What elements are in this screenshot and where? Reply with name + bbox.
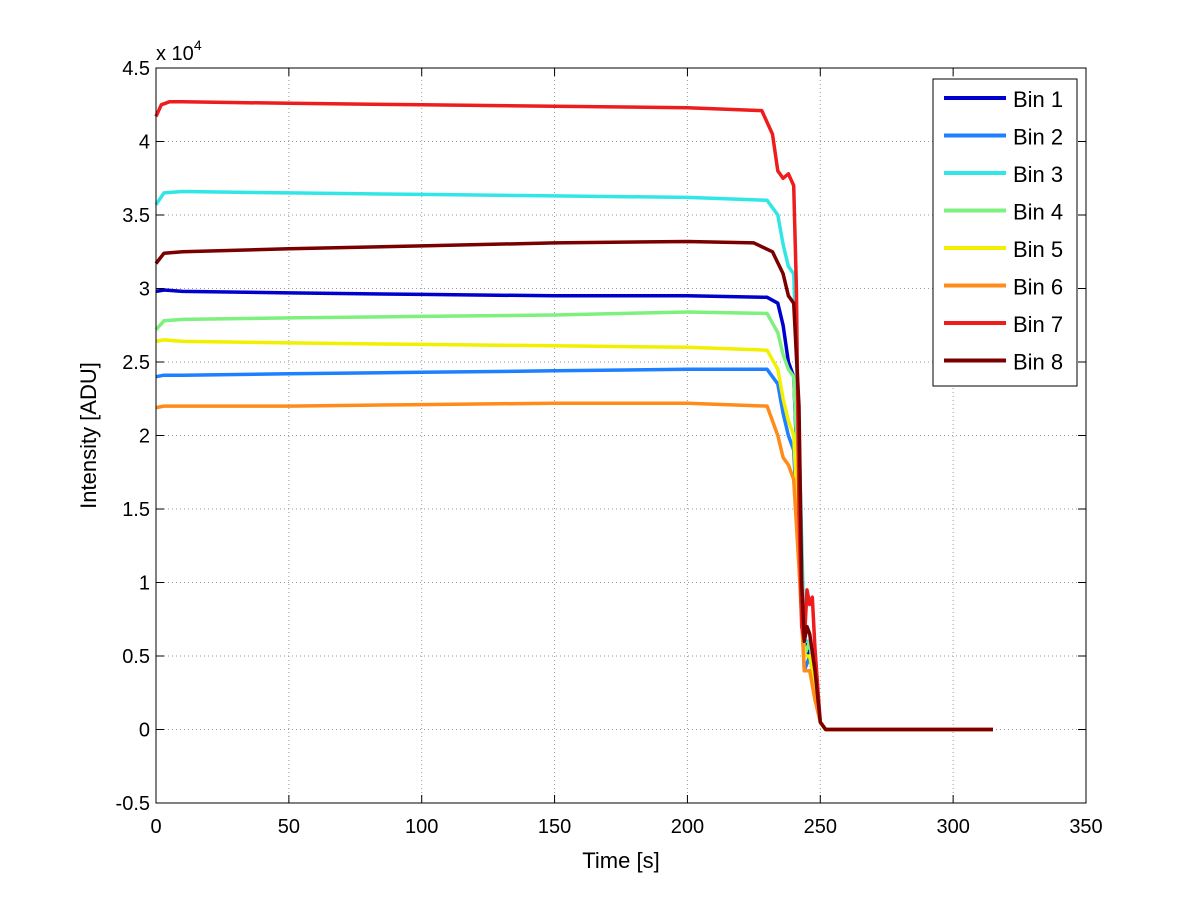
- grid: [156, 68, 1086, 803]
- legend-label: Bin 1: [1013, 87, 1063, 112]
- legend-label: Bin 4: [1013, 200, 1063, 225]
- y-axis-label: Intensity [ADU]: [76, 362, 101, 509]
- legend: Bin 1 Bin 2 Bin 3 Bin 4 Bin 5 Bin 6 Bin 7 Bin 8: [932, 78, 1078, 387]
- x-tick-label: 350: [1069, 816, 1102, 838]
- y-tick-label: 4.5: [122, 58, 150, 80]
- y-tick-label: 2.5: [122, 352, 150, 374]
- legend-label: Bin 8: [1013, 350, 1063, 375]
- y-tick-label: -0.5: [116, 793, 150, 815]
- series-line-bin-3: [154, 189, 993, 732]
- x-tick-label: 100: [405, 816, 438, 838]
- y-tick-label: 1: [139, 573, 150, 595]
- x-tick-label: 50: [278, 816, 300, 838]
- series-line-bin-6: [155, 401, 993, 732]
- legend-label: Bin 6: [1013, 275, 1063, 300]
- series-lines: [154, 100, 993, 732]
- y-axis-exponent: x 104: [156, 37, 202, 65]
- y-tick-label: 3: [139, 279, 150, 301]
- y-tick-label: 1.5: [122, 499, 150, 521]
- y-tick-label: 4: [139, 132, 150, 154]
- series-line-bin-7: [154, 100, 993, 732]
- legend-label: Bin 7: [1013, 312, 1063, 337]
- x-tick-label: 250: [804, 816, 837, 838]
- axes: 0 50 100 150 200 250 300 350-0.500.511.522.533.…: [116, 58, 1103, 838]
- x-tick-label: 200: [671, 816, 704, 838]
- series-line-bin-2: [155, 367, 993, 732]
- legend-box: [932, 78, 1078, 387]
- y-exponent-base: x 10: [156, 43, 194, 65]
- legend-label: Bin 5: [1013, 237, 1063, 262]
- legend-label: Bin 2: [1013, 125, 1063, 150]
- series-line-bin-1: [155, 288, 993, 732]
- y-tick-label: 2: [139, 426, 150, 448]
- y-tick-label: 0: [139, 720, 150, 742]
- series-line-bin-8: [154, 239, 993, 732]
- series-line-bin-5: [155, 338, 993, 732]
- x-tick-label: 300: [936, 816, 969, 838]
- legend-label: Bin 3: [1013, 162, 1063, 187]
- y-exponent-power: 4: [194, 37, 202, 53]
- y-tick-label: 0.5: [122, 646, 150, 668]
- x-axis-label: Time [s]: [582, 848, 659, 873]
- x-tick-label: 150: [538, 816, 571, 838]
- x-tick-label: 0: [150, 816, 161, 838]
- y-tick-label: 3.5: [122, 205, 150, 227]
